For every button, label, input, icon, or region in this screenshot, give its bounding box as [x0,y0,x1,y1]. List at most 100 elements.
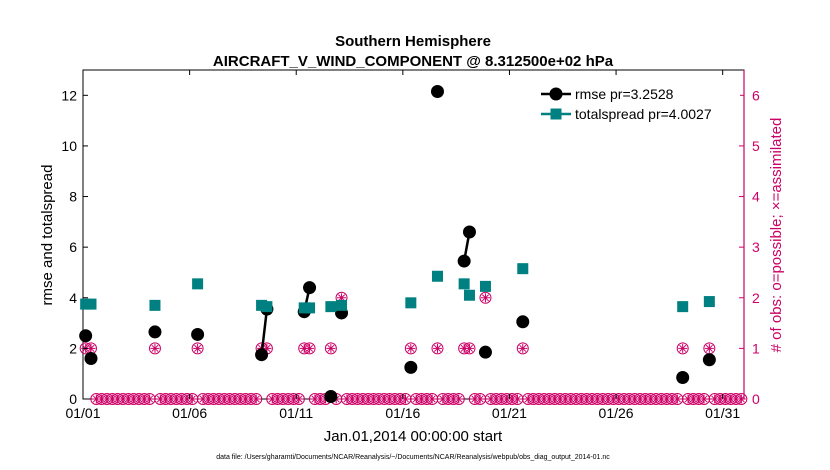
obs-possible-marker [250,393,263,405]
obs-count-zero [143,393,156,405]
rmse-point [404,360,418,374]
obs-assimilated-stroke [295,395,303,403]
obs-count-zero [698,393,711,405]
y-right-tick-label: 4 [752,189,760,205]
obs-possible-marker [735,393,748,405]
rmse-point [84,352,98,366]
obs-possible-marker [191,342,204,355]
totalspread-point [405,297,417,309]
totalspread-point [261,301,273,313]
obs-count [516,342,529,355]
totalspread-point [458,278,470,290]
rmse-point [303,281,317,295]
obs-assimilated-stroke [401,395,410,403]
obs-assimilated-stroke [306,344,314,352]
obs-assimilated-stroke [700,395,708,403]
obs-possible-marker [292,393,305,405]
obs-count [479,291,492,304]
legend-totalspread-marker [550,108,562,120]
obs-assimilated-stroke [705,344,713,352]
y-left-tick-label: 0 [69,391,77,407]
x-tick-label: 01/21 [492,405,527,421]
y-left-tick-label: 12 [61,87,77,103]
y-left-tick-label: 2 [69,340,77,356]
rmse-point [457,254,471,268]
y-left-tick-label: 6 [69,239,77,255]
rmse-point [255,348,269,362]
obs-count [404,342,417,355]
y-axis-right-label: # of obs: o=possible; ×=assimilated [768,118,785,353]
x-tick-label: 01/31 [705,405,740,421]
obs-assimilated-stroke [476,395,484,403]
obs-possible-marker [452,393,465,405]
y-left-tick-label: 8 [69,189,77,205]
chart-subtitle: AIRCRAFT_V_WIND_COMPONENT @ 8.312500e+02… [213,53,614,70]
rmse-point [430,85,444,99]
obs-count-zero [186,393,199,405]
totalspread-point [677,301,689,313]
x-tick-label: 01/11 [279,405,313,421]
obs-count [463,342,476,355]
obs-count [431,342,444,355]
rmse-point [79,329,93,343]
obs-assimilated-stroke [252,395,260,403]
obs-count [303,342,316,355]
y-left-tick-label: 10 [61,138,77,154]
rmse-point [702,353,716,367]
obs-possible-marker [676,342,689,355]
obs-assimilated-stroke [407,344,415,352]
obs-count-zero [511,393,524,405]
rmse-point [462,225,476,239]
x-axis-label: Jan.01,2014 00:00:00 start [324,428,503,445]
y-left-tick-label: 4 [69,290,77,306]
obs-possible-marker [303,342,316,355]
y-right-tick-label: 6 [752,87,760,103]
rmse-point [324,389,338,403]
obs-count [324,342,337,355]
totalspread-point [463,289,475,301]
y-right-tick-label: 3 [752,239,760,255]
obs-assimilated-stroke [194,344,202,352]
rmse-point [676,370,690,384]
totalspread-point [336,299,348,311]
obs-assimilated-stroke [519,344,527,352]
obs-assimilated-stroke [146,395,154,403]
y-axis-left-label: rmse and totalspread [39,165,56,306]
obs-assimilated-stroke [327,344,335,352]
obs-assimilated-stroke [481,294,489,302]
obs-count-zero [452,393,465,405]
obs-assimilated-stroke [673,395,681,403]
obs-count [676,342,689,355]
obs-count-zero [292,393,305,405]
y-right-tick-label: 5 [752,138,760,154]
obs-assimilated-stroke [513,395,521,403]
obs-assimilated-stroke [188,395,196,403]
obs-count [703,342,716,355]
obs-possible-marker [148,342,161,355]
totalspread-point [304,302,316,314]
rmse-point [191,327,205,341]
obs-count-zero [671,393,684,405]
obs-possible-marker [324,342,337,355]
obs-assimilated-stroke [455,395,463,403]
legend: rmse pr=3.2528 totalspread pr=4.0027 [536,80,740,126]
rmse-point [148,325,162,339]
y-right-tick-label: 0 [752,391,760,407]
rmse-point [478,345,492,359]
x-tick-label: 01/01 [65,405,100,421]
obs-count-zero [250,393,263,405]
rmse-point [516,315,530,329]
totalspread-point [479,280,491,292]
x-tick-label: 01/16 [385,405,420,421]
legend-rmse-marker [549,87,563,101]
x-tick-label: 01/06 [172,405,207,421]
obs-possible-marker [479,291,492,304]
obs-count [148,342,161,355]
obs-assimilated-stroke [433,344,442,352]
obs-count-zero [474,393,487,405]
totalspread-point [149,299,161,311]
totalspread-point [431,270,443,282]
totalspread-point [192,278,204,290]
obs-possible-marker [404,342,417,355]
